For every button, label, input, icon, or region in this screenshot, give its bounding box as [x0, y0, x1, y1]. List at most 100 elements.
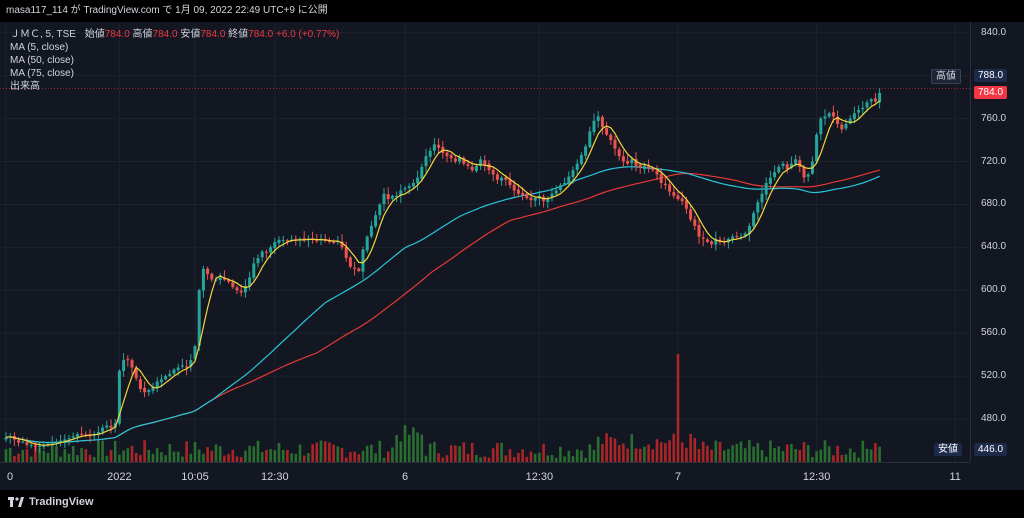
- volume-bar: [210, 450, 214, 462]
- volume-bar: [504, 455, 508, 462]
- volume-bar: [382, 457, 386, 462]
- candle-body: [869, 99, 873, 102]
- volume-bar: [105, 455, 109, 462]
- candle-body: [466, 164, 470, 166]
- candle-body: [781, 163, 785, 167]
- tradingview-logo-icon: [8, 497, 24, 507]
- candle-body: [764, 182, 768, 195]
- price-tick-label: 840.0: [981, 26, 1007, 38]
- candle-body: [369, 225, 373, 237]
- volume-bar: [55, 446, 58, 462]
- volume-bar: [374, 453, 377, 462]
- candle-body: [714, 238, 718, 245]
- time-tick-label: 0: [6, 471, 14, 483]
- tradingview-logo[interactable]: TradingView: [8, 496, 94, 508]
- candle-body: [844, 123, 848, 129]
- volume-bar: [13, 455, 16, 462]
- candle-body: [693, 219, 697, 226]
- candle-body: [264, 251, 268, 253]
- volume-bar: [651, 449, 655, 462]
- candle-body: [269, 247, 273, 253]
- volume-bar: [466, 453, 470, 462]
- volume-bar: [134, 452, 138, 462]
- volume-bar: [38, 447, 41, 462]
- candle-body: [285, 240, 289, 242]
- volume-bar: [643, 446, 646, 462]
- candle-body: [172, 369, 176, 374]
- volume-bar: [529, 451, 533, 462]
- high-tag-value: 788.0: [974, 69, 1008, 82]
- candle-body: [873, 98, 877, 102]
- candle-body: [390, 195, 394, 199]
- candle-body: [533, 198, 537, 201]
- volume-bar: [655, 439, 659, 462]
- volume-bar: [483, 456, 487, 462]
- candle-body: [130, 360, 134, 368]
- volume-bar: [311, 444, 314, 462]
- volume-bar: [378, 440, 382, 462]
- change-value: +6.0 (+0.77%): [275, 29, 340, 40]
- candle-body: [411, 182, 415, 187]
- candle-body: [705, 239, 709, 242]
- chart-legend: ＪＭＣ, 5, TSE 始値784.0 高値784.0 安値784.0 終値78…: [10, 28, 339, 93]
- time-tick-label: 12:30: [525, 471, 554, 483]
- candle-body: [155, 381, 159, 388]
- indicator-ma5[interactable]: MA (5, close): [10, 42, 69, 53]
- time-tick-label: 11: [949, 471, 961, 483]
- candle-body: [529, 197, 533, 201]
- time-axis[interactable]: 0 2022 10:05 12:30 6 12:30 7 12:30 11: [0, 462, 970, 491]
- candle-body: [596, 116, 600, 121]
- volume-bar: [399, 441, 403, 462]
- candle-body: [403, 188, 407, 190]
- indicator-ma50[interactable]: MA (50, close): [10, 55, 74, 66]
- volume-bar: [546, 455, 550, 462]
- volume-bar: [752, 446, 755, 462]
- footer-brand: TradingView: [29, 496, 94, 508]
- volume-bar: [113, 440, 117, 462]
- candle-body: [617, 149, 621, 157]
- volume-bar: [832, 455, 835, 462]
- volume-bar: [500, 442, 503, 462]
- volume-bar: [332, 444, 335, 462]
- volume-bar: [277, 442, 281, 462]
- volume-bar: [521, 449, 524, 462]
- indicator-volume[interactable]: 出来高: [10, 81, 40, 92]
- candle-body: [332, 241, 336, 244]
- volume-bar: [269, 449, 272, 462]
- candle-body: [122, 360, 126, 372]
- low-tag-label: 安値: [934, 443, 962, 456]
- candle-body: [382, 193, 386, 204]
- indicator-ma75[interactable]: MA (75, close): [10, 68, 74, 79]
- volume-bar: [281, 449, 285, 462]
- volume-bar: [722, 450, 726, 462]
- volume-bar: [571, 456, 575, 462]
- symbol-label[interactable]: ＪＭＣ, 5, TSE: [10, 29, 76, 40]
- candle-body: [739, 236, 743, 238]
- volume-bar: [353, 451, 356, 462]
- volume-bar: [370, 444, 373, 462]
- volume-bar: [613, 438, 617, 462]
- candle-body: [479, 159, 483, 166]
- volume-bar: [193, 442, 197, 462]
- candle-body: [201, 268, 205, 291]
- candle-body: [491, 169, 495, 175]
- candle-body: [420, 166, 424, 179]
- volume-bar: [67, 453, 71, 462]
- volume-bar: [559, 446, 562, 462]
- volume-bar: [386, 451, 390, 462]
- candle-body: [672, 192, 676, 196]
- candle-body: [626, 160, 630, 164]
- chart-svg[interactable]: [0, 22, 970, 462]
- candle-body: [21, 441, 25, 443]
- candle-body: [143, 387, 147, 393]
- volume-bar: [361, 450, 365, 462]
- volume-bar: [147, 449, 151, 462]
- high-label: 高値: [132, 29, 153, 40]
- price-chart[interactable]: [0, 22, 970, 462]
- candle-body: [210, 273, 214, 280]
- volume-bar: [685, 447, 688, 462]
- candle-body: [651, 168, 655, 171]
- candle-body: [558, 185, 562, 190]
- volume-bar: [80, 447, 83, 462]
- open-value: 784.0: [104, 29, 130, 40]
